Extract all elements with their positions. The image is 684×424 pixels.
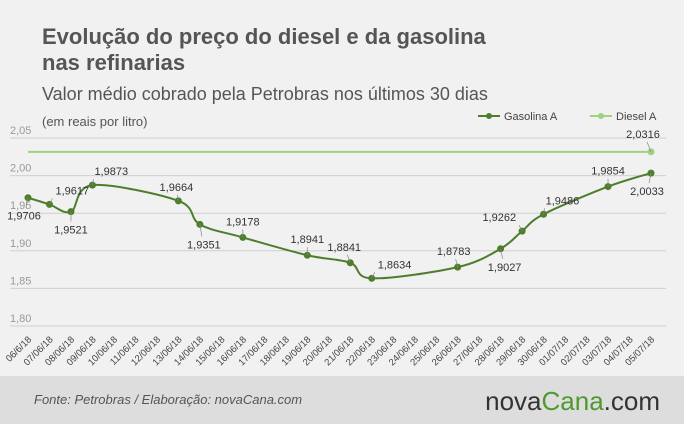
logo-part: Cana: [542, 386, 605, 416]
data-label: 1,9521: [54, 225, 88, 237]
chart-title: Evolução do preço do diesel e da gasolin…: [42, 24, 487, 49]
label-leader: [646, 141, 652, 152]
label-leader: [648, 173, 652, 184]
label-leader: [455, 259, 458, 268]
footer: [0, 376, 684, 424]
y-tick-label: 2,00: [10, 163, 31, 175]
label-leader: [177, 194, 179, 201]
data-label: 1,9027: [488, 262, 522, 274]
source: Fonte: Petrobras / Elaboração: novaCana.…: [34, 392, 302, 407]
label-leader: [518, 224, 523, 232]
data-label: 1,8783: [437, 246, 471, 258]
data-label: 1,9664: [160, 182, 194, 194]
logo-part: .com: [604, 386, 660, 416]
legend-marker: [486, 113, 492, 119]
logo-part: nova: [485, 386, 542, 416]
y-tick-label: 1,95: [10, 200, 31, 212]
logo: novaCana.com: [485, 386, 660, 416]
legend-label: Gasolina A: [504, 111, 558, 123]
data-label: 1,8941: [290, 234, 324, 246]
unit-note: (em reais por litro): [42, 114, 147, 129]
data-label: 1,9706: [7, 211, 41, 223]
series-line: [27, 172, 652, 280]
legend-label: Diesel A: [616, 111, 657, 123]
data-label: 2,0316: [626, 129, 660, 141]
label-leader: [346, 254, 351, 263]
label-leader: [543, 208, 545, 215]
label-leader: [500, 248, 503, 259]
y-tick-label: 1,90: [10, 238, 31, 250]
data-label: 1,9854: [591, 166, 625, 178]
data-label: 1,8841: [327, 242, 361, 254]
chart-title: nas refinarias: [42, 50, 185, 75]
data-label: 1,9873: [94, 166, 128, 178]
y-tick-label: 1,85: [10, 275, 31, 287]
data-label: 1,9351: [187, 239, 221, 251]
label-leader: [371, 272, 376, 279]
label-leader: [92, 179, 94, 186]
subtitle: Valor médio cobrado pela Petrobras nos ú…: [42, 84, 488, 104]
data-label: 1,8634: [378, 259, 412, 271]
label-leader: [49, 198, 53, 205]
data-point: [303, 251, 311, 259]
data-label: 1,9486: [546, 195, 580, 207]
legend-marker: [598, 113, 604, 119]
data-label: 2,0033: [630, 186, 664, 198]
y-tick-label: 2,05: [10, 125, 31, 137]
label-leader: [199, 224, 203, 237]
y-tick-label: 1,80: [10, 313, 31, 325]
data-label: 1,9262: [482, 212, 516, 224]
data-label: 1,9617: [55, 185, 89, 197]
label-leader: [25, 197, 29, 208]
data-label: 1,9178: [226, 216, 260, 228]
